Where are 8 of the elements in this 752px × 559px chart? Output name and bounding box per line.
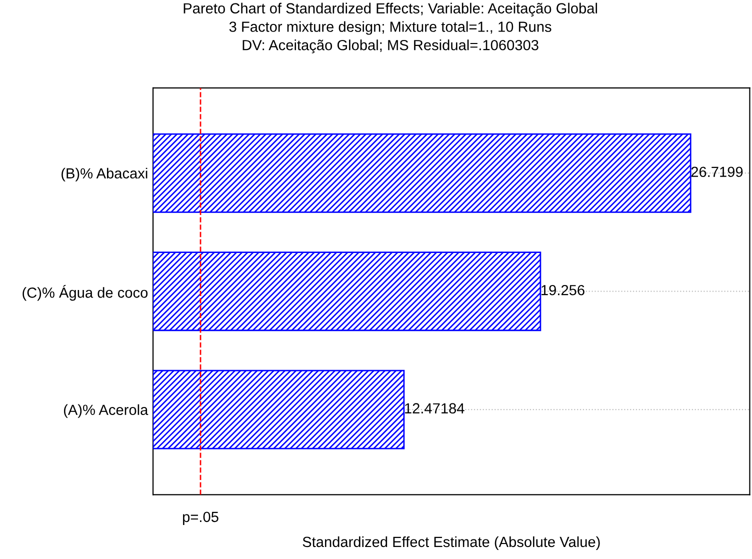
x-axis-title: Standardized Effect Estimate (Absolute Value) xyxy=(302,536,600,550)
data-label: 12.47184 xyxy=(405,403,464,414)
y-tick-label: (A)% Acerola xyxy=(64,404,148,418)
y-tick-label: (B)% Abacaxi xyxy=(62,168,148,182)
y-tick-label: (C)% Água de coco xyxy=(22,285,148,301)
chart-title: Pareto Chart of Standardized Effects; Variable: Aceitação Global 3 Factor mixture design; Mixture total=1., 10 Runs DV: Aceitação Global; MS Residual=.1060303 xyxy=(184,2,597,54)
ref-line-label: p=.05 xyxy=(183,512,218,525)
data-label: 19.256 xyxy=(542,284,584,296)
